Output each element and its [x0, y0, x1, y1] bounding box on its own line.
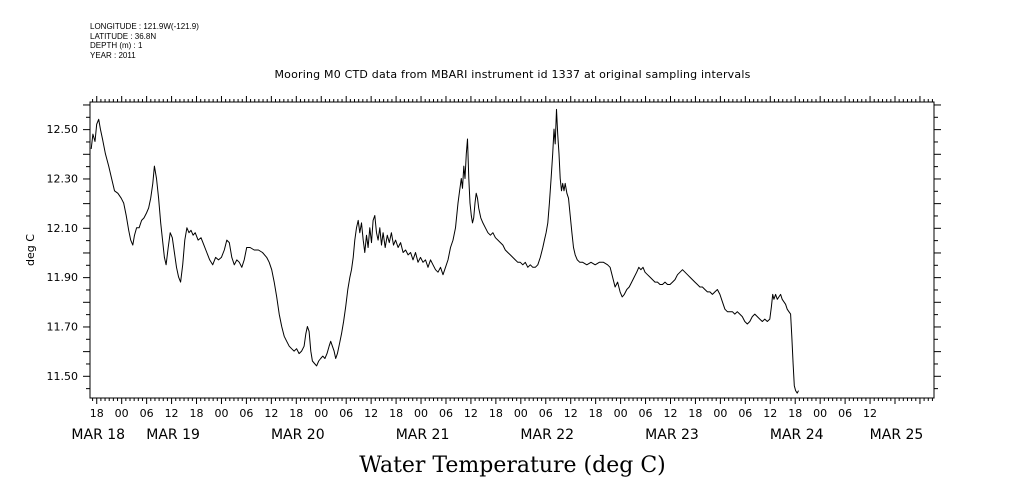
x-hour-label: 12: [663, 407, 677, 420]
x-day-label: MAR 24: [770, 427, 824, 443]
x-hour-label: 00: [514, 407, 528, 420]
x-hour-label: 12: [364, 407, 378, 420]
x-hour-label: 06: [439, 407, 453, 420]
x-hour-label: 00: [314, 407, 328, 420]
x-hour-label: 06: [539, 407, 553, 420]
year-label: YEAR : 2011: [90, 50, 136, 60]
x-hour-label: 06: [838, 407, 852, 420]
y-tick-label: 11.50: [47, 370, 79, 383]
latitude-label: LATITUDE : 36.8N: [90, 31, 157, 41]
x-hour-label: 12: [863, 407, 877, 420]
x-hour-label: 06: [239, 407, 253, 420]
x-hour-label: 00: [713, 407, 727, 420]
x-hour-label: 18: [289, 407, 303, 420]
x-hour-label: 06: [339, 407, 353, 420]
x-hour-label: 18: [788, 407, 802, 420]
x-day-label: MAR 23: [645, 427, 699, 443]
longitude-label: LONGITUDE : 121.9W(-121.9): [90, 22, 199, 31]
x-hour-label: 12: [564, 407, 578, 420]
y-axis-label: deg C: [24, 234, 37, 266]
x-hour-label: 12: [264, 407, 278, 420]
depth-label: DEPTH (m) : 1: [90, 41, 143, 50]
chart-title-wrap: Mooring M0 CTD data from MBARI instrumen…: [0, 68, 1009, 81]
x-hour-label: 18: [190, 407, 204, 420]
x-axis-title-wrap: Water Temperature (deg C): [0, 453, 1009, 478]
x-hour-label: 12: [464, 407, 478, 420]
x-hour-label: 06: [738, 407, 752, 420]
x-day-label: MAR 22: [520, 427, 574, 443]
x-hour-label: 00: [115, 407, 129, 420]
x-hour-label: 00: [614, 407, 628, 420]
x-day-label: MAR 19: [146, 427, 200, 443]
x-hour-label: 18: [489, 407, 503, 420]
x-day-label: MAR 18: [71, 427, 125, 443]
x-hour-label: 12: [165, 407, 179, 420]
x-hour-label: 06: [639, 407, 653, 420]
x-hour-label: 12: [763, 407, 777, 420]
x-day-label: MAR 21: [396, 427, 450, 443]
x-hour-label: 06: [140, 407, 154, 420]
plot-frame: [89, 101, 935, 399]
y-tick-label: 11.90: [47, 271, 79, 284]
x-hour-label: 18: [589, 407, 603, 420]
y-tick-label: 12.30: [47, 172, 79, 185]
x-hour-label: 18: [389, 407, 403, 420]
x-hour-label: 00: [214, 407, 228, 420]
x-hour-label: 00: [813, 407, 827, 420]
x-day-label: MAR 20: [271, 427, 325, 443]
x-hour-label: 00: [414, 407, 428, 420]
metadata-block: LONGITUDE : 121.9W(-121.9) LATITUDE : 36…: [90, 22, 199, 60]
x-hour-label: 18: [688, 407, 702, 420]
x-day-label: MAR 25: [870, 427, 924, 443]
temperature-series-line: [90, 108, 799, 394]
y-tick-label: 12.50: [47, 123, 79, 136]
x-hour-label: 18: [90, 407, 104, 420]
x-axis-title: Water Temperature (deg C): [359, 453, 666, 478]
y-tick-label: 12.10: [47, 222, 79, 235]
y-tick-label: 11.70: [47, 320, 79, 333]
chart-title: Mooring M0 CTD data from MBARI instrumen…: [274, 68, 751, 81]
